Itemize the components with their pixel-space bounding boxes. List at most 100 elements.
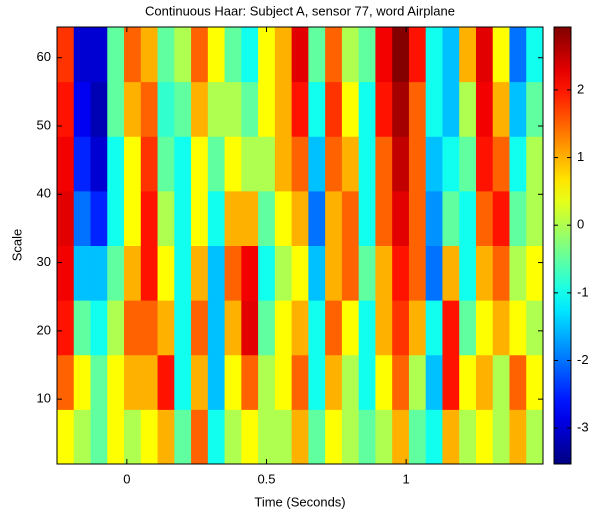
heatmap-cell bbox=[107, 136, 125, 192]
y-tick-label: 10 bbox=[37, 391, 51, 406]
heatmap-cell bbox=[224, 81, 242, 137]
heatmap-cell bbox=[291, 354, 309, 410]
heatmap-cell bbox=[442, 190, 460, 246]
heatmap-cell bbox=[258, 27, 276, 83]
heatmap-cell bbox=[459, 354, 477, 410]
heatmap-cell bbox=[526, 136, 544, 192]
heatmap-cell bbox=[191, 81, 209, 137]
heatmap-cell bbox=[526, 27, 544, 83]
heatmap-cell bbox=[207, 354, 226, 410]
heatmap-cell bbox=[174, 136, 192, 192]
heatmap-cell bbox=[224, 190, 242, 246]
heatmap-cell bbox=[274, 81, 293, 137]
colorbar-tick-label: 2 bbox=[577, 81, 584, 96]
heatmap-cell bbox=[274, 190, 293, 246]
heatmap-cell bbox=[325, 190, 343, 246]
heatmap-cell bbox=[107, 409, 125, 465]
heatmap-cell bbox=[241, 190, 259, 246]
y-tick-label: 30 bbox=[37, 254, 51, 269]
heatmap-cell bbox=[140, 136, 159, 192]
heatmap-cell bbox=[459, 245, 477, 301]
heatmap-cell bbox=[224, 409, 242, 465]
heatmap-cell bbox=[425, 409, 443, 465]
heatmap-cell bbox=[308, 27, 326, 83]
heatmap-cell bbox=[241, 27, 259, 83]
heatmap-cell bbox=[509, 409, 527, 465]
heatmap-cell bbox=[90, 354, 108, 410]
heatmap-cell bbox=[308, 300, 326, 356]
heatmap-cell bbox=[274, 136, 293, 192]
heatmap-cell bbox=[341, 136, 360, 192]
heatmap-cell bbox=[291, 409, 309, 465]
heatmap-cell bbox=[224, 300, 242, 356]
heatmap-cell bbox=[425, 354, 443, 410]
heatmap-cell bbox=[291, 300, 309, 356]
heatmap-cell bbox=[191, 190, 209, 246]
heatmap-cell bbox=[174, 81, 192, 137]
heatmap-cell bbox=[509, 136, 527, 192]
heatmap-cell bbox=[224, 354, 242, 410]
heatmap-cell bbox=[358, 81, 376, 137]
heatmap-cell bbox=[258, 300, 276, 356]
heatmap-cell bbox=[408, 300, 427, 356]
heatmap-cell bbox=[358, 300, 376, 356]
heatmap-cell bbox=[274, 409, 293, 465]
heatmap-cell bbox=[425, 190, 443, 246]
heatmap-cell bbox=[341, 354, 360, 410]
heatmap-cell bbox=[90, 190, 108, 246]
heatmap-cell bbox=[375, 27, 393, 83]
heatmap-cell bbox=[140, 190, 159, 246]
colorbar-tick-label: 1 bbox=[577, 149, 584, 164]
heatmap-cell bbox=[308, 136, 326, 192]
heatmap-cell bbox=[73, 81, 92, 137]
heatmap-cell bbox=[526, 245, 544, 301]
heatmap-cell bbox=[526, 81, 544, 137]
heatmap-cell bbox=[274, 300, 293, 356]
heatmap-cell bbox=[526, 190, 544, 246]
heatmap-cell bbox=[258, 245, 276, 301]
heatmap-cell bbox=[107, 245, 125, 301]
heatmap-cell bbox=[73, 136, 92, 192]
heatmap-cell bbox=[107, 190, 125, 246]
heatmap-cell bbox=[241, 409, 259, 465]
heatmap-cell bbox=[358, 409, 376, 465]
heatmap-cell bbox=[191, 300, 209, 356]
heatmap-cell bbox=[157, 409, 175, 465]
heatmap-cell bbox=[207, 190, 226, 246]
heatmap-cell bbox=[509, 27, 527, 83]
heatmap-cell bbox=[57, 136, 75, 192]
colorbar-tick-label: 0 bbox=[577, 217, 584, 232]
heatmap-cell bbox=[90, 409, 108, 465]
heatmap-cell bbox=[73, 300, 92, 356]
heatmap-cell bbox=[459, 300, 477, 356]
heatmap-cell bbox=[241, 81, 259, 137]
heatmap-cell bbox=[207, 245, 226, 301]
heatmap-cell bbox=[492, 245, 510, 301]
colorbar bbox=[553, 26, 572, 465]
heatmap-cell bbox=[57, 300, 75, 356]
heatmap-cell bbox=[140, 409, 159, 465]
heatmap-cell bbox=[224, 136, 242, 192]
heatmap-cell bbox=[392, 300, 410, 356]
heatmap-cell bbox=[459, 136, 477, 192]
heatmap-cell bbox=[425, 245, 443, 301]
y-tick-label: 20 bbox=[37, 322, 51, 337]
heatmap-cell bbox=[140, 81, 159, 137]
heatmap-cell bbox=[358, 27, 376, 83]
heatmap-cell bbox=[140, 300, 159, 356]
heatmap-cell bbox=[392, 190, 410, 246]
heatmap-cell bbox=[459, 27, 477, 83]
heatmap-cell bbox=[308, 354, 326, 410]
heatmap-cell bbox=[90, 136, 108, 192]
heatmap-cell bbox=[191, 354, 209, 410]
heatmap-cell bbox=[274, 354, 293, 410]
chart-title: Continuous Haar: Subject A, sensor 77, w… bbox=[145, 3, 455, 18]
heatmap-cell bbox=[258, 136, 276, 192]
heatmap-cell bbox=[392, 354, 410, 410]
heatmap-cell bbox=[124, 27, 142, 83]
heatmap-cell bbox=[291, 245, 309, 301]
heatmap-cell bbox=[408, 136, 427, 192]
colorbar-tick-label: -3 bbox=[577, 420, 589, 435]
heatmap-cell bbox=[325, 409, 343, 465]
heatmap-cell bbox=[207, 27, 226, 83]
